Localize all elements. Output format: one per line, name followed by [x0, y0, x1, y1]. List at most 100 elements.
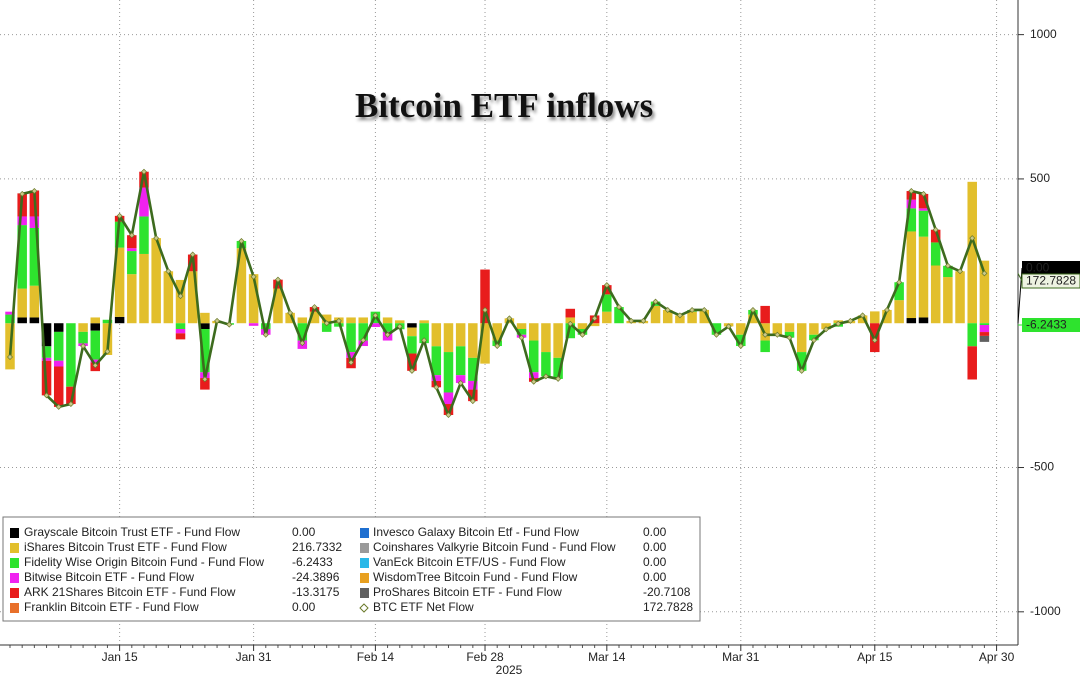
bar-segment: [273, 288, 283, 324]
bar-segment: [5, 314, 15, 324]
net-flow-marker: [823, 326, 830, 333]
net-flow-marker: [469, 398, 476, 405]
net-flow-marker: [579, 331, 586, 338]
net-flow-marker: [348, 359, 355, 366]
bar-segment: [602, 311, 612, 324]
bar-segment: [139, 171, 149, 188]
net-flow-marker: [274, 276, 281, 283]
bar-segment: [906, 208, 917, 232]
x-tick-label: Feb 28: [466, 650, 504, 664]
bar-segment: [419, 320, 429, 324]
bar-segment: [5, 311, 15, 315]
net-flow-marker: [55, 403, 62, 410]
net-flow-marker: [908, 188, 915, 195]
net-flow-marker: [567, 320, 574, 327]
bar-segment: [541, 352, 551, 377]
legend-swatch: [10, 528, 19, 538]
net-flow-marker: [396, 323, 403, 330]
net-flow-marker: [810, 337, 817, 344]
legend-swatch: [10, 558, 19, 568]
bar-segment: [796, 352, 807, 371]
bar-segment: [382, 317, 393, 324]
bar-segment: [78, 331, 88, 344]
legend-swatch: [360, 573, 369, 583]
y-tick-label: -1000: [1030, 604, 1061, 618]
x-tick-label: Mar 14: [588, 650, 626, 664]
bar-segment: [784, 323, 795, 332]
net-flow-marker: [262, 331, 269, 338]
bar-segment: [66, 323, 76, 387]
bar-segment: [248, 274, 259, 324]
net-flow-marker: [969, 235, 976, 242]
bar-segment: [163, 271, 174, 324]
bar-segment: [53, 323, 64, 332]
bar-segment: [114, 247, 125, 317]
bar-segment: [565, 308, 576, 318]
net-flow-marker: [189, 251, 196, 258]
bar-segment: [943, 265, 953, 278]
bar-segment: [979, 335, 990, 342]
net-flow-marker: [518, 334, 525, 341]
net-flow-marker: [932, 226, 939, 233]
bar-segment: [918, 317, 929, 324]
net-flow-marker: [920, 190, 927, 197]
legend-label: ARK 21Shares Bitcoin ETF - Fund Flow: [24, 585, 236, 599]
net-flow-marker: [774, 331, 781, 338]
bar-segment: [200, 328, 210, 373]
net-flow-marker: [749, 306, 756, 313]
legend-value: -20.7108: [643, 585, 691, 599]
legend-value: 172.7828: [643, 600, 693, 614]
legend-swatch: [360, 543, 369, 553]
bar-segment: [821, 323, 831, 330]
bar-segment: [78, 323, 88, 332]
bar-segment: [662, 309, 673, 324]
bar-segment: [541, 323, 551, 353]
legend-swatch: [360, 558, 369, 568]
bar-segment: [736, 334, 746, 347]
y-tick-label: 500: [1030, 171, 1050, 185]
net-flow-marker: [445, 411, 452, 418]
net-flow-marker: [201, 376, 208, 383]
net-flow-marker: [238, 237, 245, 244]
bar-segment: [248, 323, 259, 326]
net-flow-marker: [43, 392, 50, 399]
bar-segment: [431, 375, 442, 381]
net-flow-marker: [19, 190, 26, 197]
value-tag-label: 0.00: [1026, 261, 1050, 275]
bar-segment: [285, 312, 295, 324]
bar-segment: [943, 277, 953, 324]
bar-segment: [979, 325, 990, 333]
bar-segment: [516, 323, 527, 329]
legend-swatch: [360, 588, 369, 598]
legend-value: 0.00: [292, 525, 316, 539]
net-flow-marker: [104, 348, 111, 355]
bar-segment: [419, 323, 429, 344]
x-tick-label: Jan 31: [236, 650, 272, 664]
bar-segment: [565, 317, 576, 324]
bar-segment: [979, 260, 990, 324]
bar-segment: [17, 288, 27, 318]
bar-segment: [906, 231, 917, 319]
bar-segment: [127, 251, 137, 275]
chart-title: Bitcoin ETF inflows: [355, 86, 654, 125]
legend-label: Coinshares Valkyrie Bitcoin Fund - Fund …: [373, 540, 616, 554]
legend-value: 0.00: [643, 525, 667, 539]
legend-value: 0.00: [643, 570, 667, 584]
bar-segment: [455, 323, 466, 347]
legend-label: ProShares Bitcoin ETF - Fund Flow: [373, 585, 562, 599]
bar-segment: [200, 378, 210, 390]
net-flow-marker: [214, 317, 221, 324]
net-flow-marker: [652, 298, 659, 305]
bar-segment: [17, 216, 27, 226]
bar-segment: [516, 328, 527, 335]
net-flow-marker: [725, 323, 732, 330]
bar-segment: [114, 316, 125, 324]
bar-segment: [614, 307, 624, 324]
legend-label: iShares Bitcoin Trust ETF - Fund Flow: [24, 540, 227, 554]
net-flow-marker: [676, 312, 683, 319]
value-tag: [1022, 261, 1080, 275]
bar-segment: [151, 238, 161, 324]
net-flow-marker: [603, 282, 610, 289]
bar-segment: [687, 311, 697, 324]
